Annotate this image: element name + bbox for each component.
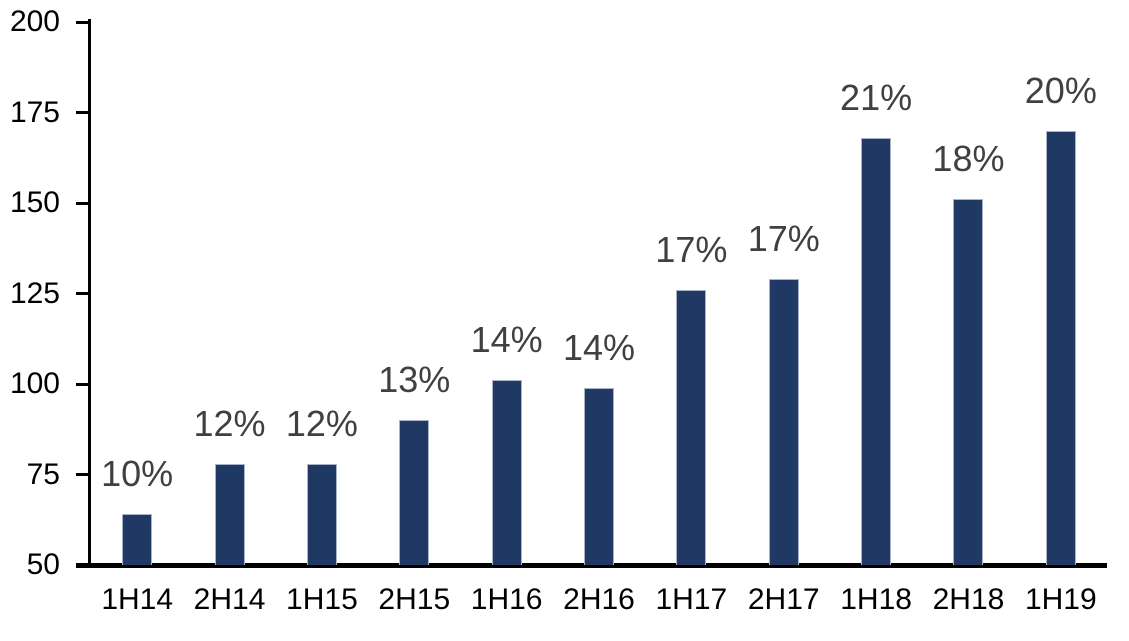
y-tick-label: 125 <box>9 276 60 310</box>
y-tick-label: 200 <box>9 5 60 38</box>
y-tick-mark <box>76 382 90 386</box>
x-tick-label-2H14: 2H14 <box>193 583 266 616</box>
x-tick-label-1H19: 1H19 <box>1024 583 1097 616</box>
y-tick-label: 150 <box>9 186 60 219</box>
bar-value-label-2H15: 13% <box>378 359 451 401</box>
bar-2H16 <box>584 387 614 565</box>
bar-2H17 <box>768 279 799 565</box>
bar-value-label-1H17: 17% <box>655 228 728 270</box>
bar-1H16 <box>491 380 522 565</box>
y-tick-label: 175 <box>9 95 60 129</box>
bar-value-label-1H16: 14% <box>470 319 543 361</box>
y-tick-label: 100 <box>9 367 60 400</box>
y-tick-label: 75 <box>26 457 60 491</box>
bar-2H15 <box>399 420 430 565</box>
x-tick-label-1H16: 1H16 <box>470 583 543 616</box>
bar-value-label-2H17: 17% <box>747 218 820 260</box>
bar-value-label-1H14: 10% <box>101 453 174 495</box>
x-tick-label-1H17: 1H17 <box>655 583 728 616</box>
y-tick-mark <box>76 201 90 205</box>
bar-1H19 <box>1045 130 1076 565</box>
bar-1H14 <box>122 514 153 565</box>
bar-1H18 <box>861 137 892 565</box>
y-tick-mark <box>76 563 90 567</box>
x-tick-label-2H16: 2H16 <box>563 583 635 616</box>
y-tick-mark <box>76 111 90 114</box>
y-tick-mark <box>76 20 90 24</box>
bar-1H17 <box>676 289 707 565</box>
bar-value-label-2H14: 12% <box>193 402 266 444</box>
bar-1H15 <box>306 463 337 565</box>
y-tick-label: 50 <box>26 548 60 581</box>
bar-value-label-2H16: 14% <box>562 326 636 368</box>
bar-2H14 <box>214 463 245 565</box>
y-tick-mark <box>76 473 90 476</box>
x-tick-label-1H18: 1H18 <box>840 583 912 616</box>
y-tick-mark <box>76 292 90 295</box>
x-tick-label-1H15: 1H15 <box>286 583 358 616</box>
x-tick-label-2H15: 2H15 <box>378 583 451 616</box>
bar-value-label-1H15: 12% <box>285 402 358 444</box>
x-tick-label-2H17: 2H17 <box>747 583 820 616</box>
x-axis-line <box>76 563 1107 568</box>
bar-value-label-1H19: 20% <box>1024 69 1097 111</box>
x-tick-label-1H14: 1H14 <box>101 583 174 616</box>
bar-2H18 <box>953 199 984 565</box>
bar-value-label-2H18: 18% <box>932 138 1005 180</box>
bar-value-label-1H18: 21% <box>840 76 913 118</box>
x-tick-label-2H18: 2H18 <box>932 583 1005 616</box>
